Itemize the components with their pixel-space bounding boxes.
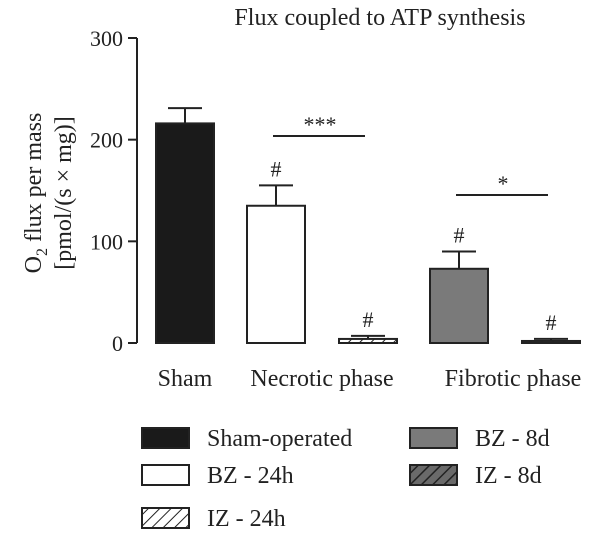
legend-item-bz-24h: BZ - 24h bbox=[141, 463, 294, 489]
bar-mark-iz-8d: # bbox=[546, 310, 557, 335]
bar-group-sham-operated bbox=[155, 107, 215, 345]
y-ticks: 0 100 200 300 bbox=[90, 26, 137, 356]
bar-group-bz-24h: # bbox=[246, 156, 306, 344]
bar-bz-24h bbox=[246, 204, 306, 344]
y-tick-label-0: 0 bbox=[112, 331, 123, 356]
svg-text:O2 flux per mass: O2 flux per mass bbox=[21, 113, 51, 274]
y-tick-label-300: 300 bbox=[90, 26, 123, 51]
legend-item-bz-8d: BZ - 8d bbox=[409, 426, 550, 452]
legend-swatch-sham-operated bbox=[141, 427, 190, 449]
legend-item-iz-24h: IZ - 24h bbox=[141, 506, 286, 532]
category-label-sham: Sham bbox=[158, 366, 213, 392]
bar-sham-operated bbox=[155, 122, 215, 345]
legend-label-bz-8d: BZ - 8d bbox=[475, 426, 550, 452]
y-axis-label: O2 flux per mass [pmol/(s × mg)] bbox=[21, 113, 77, 274]
y-axis-label-o: O bbox=[21, 256, 47, 273]
legend-swatch-bz-8d bbox=[409, 427, 458, 449]
bar-iz-8d bbox=[521, 339, 581, 345]
legend-label-iz-24h: IZ - 24h bbox=[207, 506, 286, 532]
legend-label-sham-operated: Sham-operated bbox=[207, 426, 352, 452]
y-axis-label-units: [pmol/(s × mg)] bbox=[51, 116, 77, 270]
bar-iz-24h bbox=[338, 337, 398, 344]
category-label-necrotic-phase: Necrotic phase bbox=[250, 366, 393, 392]
legend-label-bz-24h: BZ - 24h bbox=[207, 463, 294, 489]
legend-swatch-iz-24h bbox=[141, 507, 190, 529]
legend: Sham-operated BZ - 8d BZ - 24h IZ - 8d IZ - … bbox=[141, 426, 550, 532]
bar-mark-bz-24h: # bbox=[271, 156, 282, 181]
legend-swatch-iz-8d bbox=[409, 464, 458, 486]
bar-group-bz-8d: # bbox=[429, 223, 489, 344]
significance-label-1: *** bbox=[304, 112, 337, 137]
legend-swatch-bz-24h bbox=[141, 464, 190, 486]
bar-group-iz-8d: # bbox=[521, 310, 581, 345]
legend-item-iz-8d: IZ - 8d bbox=[409, 463, 542, 489]
significance-label-2: * bbox=[498, 171, 509, 196]
category-labels: Sham Necrotic phase Fibrotic phase bbox=[158, 366, 582, 392]
y-axis-label-subscript: 2 bbox=[34, 248, 51, 256]
bar-group-iz-24h: # bbox=[338, 307, 398, 344]
y-tick-label-200: 200 bbox=[90, 128, 123, 153]
y-axis-label-rest: flux per mass bbox=[21, 113, 47, 248]
bars: # # # # bbox=[155, 107, 581, 345]
y-tick-label-100: 100 bbox=[90, 229, 123, 254]
bar-bz-8d bbox=[429, 267, 489, 344]
legend-label-iz-8d: IZ - 8d bbox=[475, 463, 542, 489]
bar-mark-iz-24h: # bbox=[363, 307, 374, 332]
significance-annotations: **** bbox=[273, 112, 548, 196]
legend-item-sham-operated: Sham-operated bbox=[141, 426, 352, 452]
category-label-fibrotic-phase: Fibrotic phase bbox=[445, 366, 582, 392]
bar-mark-bz-8d: # bbox=[454, 223, 465, 248]
chart-title: Flux coupled to ATP synthesis bbox=[234, 5, 525, 31]
